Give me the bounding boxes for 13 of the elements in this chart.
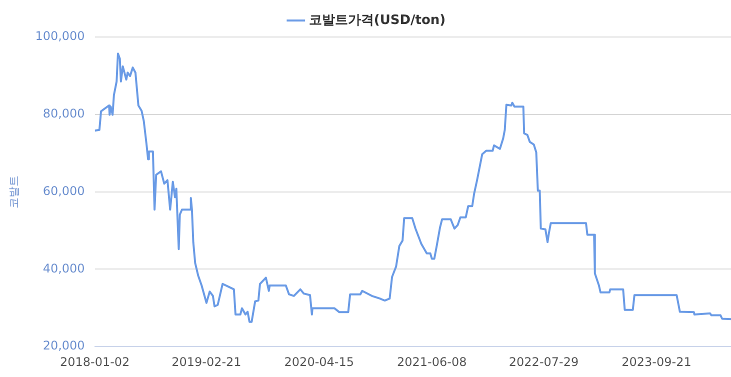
y-tick-label: 80,000: [42, 106, 85, 121]
x-tick-label: 2021-06-08: [397, 354, 467, 369]
y-tick-label: 40,000: [42, 261, 85, 276]
x-tick-label: 2019-02-21: [172, 354, 242, 369]
y-tick-label: 100,000: [35, 29, 85, 44]
y-axis-title: 코발트: [7, 175, 20, 208]
x-tick-label: 2020-04-15: [284, 354, 354, 369]
legend-label: 코발트가격(USD/ton): [308, 12, 446, 28]
x-tick-label: 2023-09-21: [622, 354, 692, 369]
x-tick-label: 2022-07-29: [508, 354, 579, 369]
x-tick-label: 2018-01-02: [60, 354, 130, 369]
y-tick-label: 20,000: [42, 338, 85, 353]
y-tick-label: 60,000: [42, 184, 85, 198]
